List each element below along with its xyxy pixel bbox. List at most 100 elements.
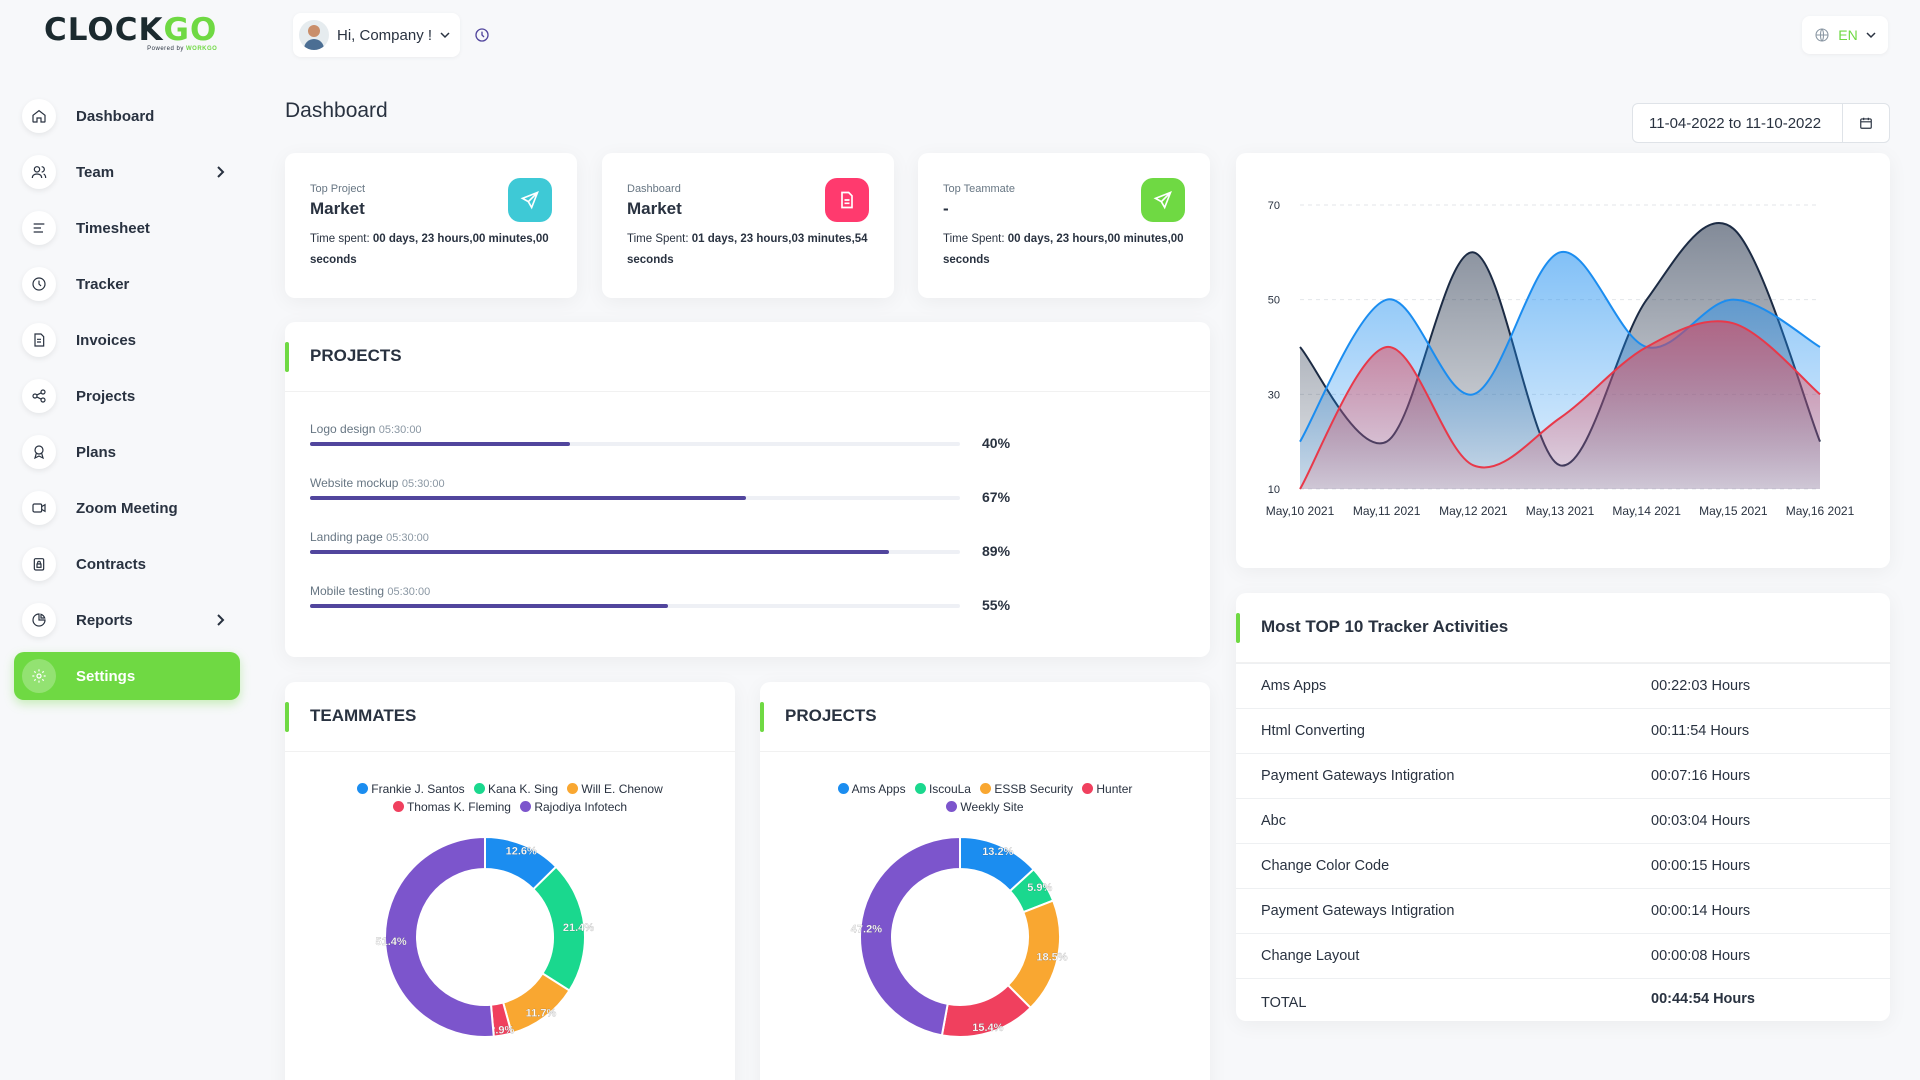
sidebar-item-timesheet[interactable]: Timesheet	[14, 204, 240, 252]
sidebar-item-zoom-meeting[interactable]: Zoom Meeting	[14, 484, 240, 532]
teammates-chart-card: TEAMMATES Frankie J. Santos Kana K. Sing…	[285, 682, 735, 1080]
legend-item[interactable]: Weekly Site	[946, 798, 1024, 816]
progress-track	[310, 604, 960, 608]
page-title: Dashboard	[285, 99, 388, 122]
legend-item[interactable]: Hunter	[1082, 780, 1132, 798]
globe-icon	[1815, 28, 1829, 42]
card-title: TEAMMATES	[310, 706, 417, 725]
legend-item[interactable]: Kana K. Sing	[473, 780, 558, 798]
card-header: PROJECTS	[760, 682, 1210, 752]
slice-label: 12.6%	[506, 845, 537, 857]
progress-percent: 67%	[982, 489, 1011, 505]
card-header: PROJECTS	[285, 322, 1210, 392]
projects-donut-chart: 13.2% 5.9% 18.5% 15.4% 47.2%	[851, 835, 1068, 1038]
brand-logo[interactable]: CLOCKGO Powered by WORKGO	[44, 12, 217, 52]
sidebar-item-label: Reports	[76, 611, 133, 629]
stat-value: Market	[310, 199, 365, 218]
slice-label: 15.4%	[972, 1022, 1003, 1034]
file-icon	[825, 178, 869, 222]
sidebar-item-dashboard[interactable]: Dashboard	[14, 92, 240, 140]
slice-label: 21.4%	[563, 922, 594, 934]
date-range-input[interactable]: 11-04-2022 to 11-10-2022	[1649, 114, 1822, 132]
sidebar-item-tracker[interactable]: Tracker	[14, 260, 240, 308]
chevron-right-icon[interactable]	[216, 613, 226, 627]
x-tick-label: May,12 2021	[1439, 504, 1508, 518]
x-tick-label: May,16 2021	[1786, 504, 1855, 518]
logo-wordmark: CLOCKGO	[44, 12, 218, 48]
progress-fill	[310, 604, 668, 608]
legend-item[interactable]: ESSB Security	[980, 780, 1073, 798]
x-tick-label: May,14 2021	[1612, 504, 1681, 518]
projects-progress-card: PROJECTS Logo design 05:30:00 40% Websit…	[285, 322, 1210, 657]
sidebar-item-plans[interactable]: Plans	[14, 428, 240, 476]
table-row: Change Layout 00:00:08 Hours	[1236, 933, 1891, 978]
x-tick-label: May,11 2021	[1353, 504, 1421, 518]
sidebar-item-invoices[interactable]: Invoices	[14, 316, 240, 364]
users-icon	[22, 155, 56, 189]
project-name: Mobile testing 05:30:00	[310, 584, 431, 598]
header-accent-bar	[1236, 613, 1240, 643]
sidebar-item-label: Invoices	[76, 331, 137, 349]
y-tick-label: 10	[1268, 484, 1280, 496]
sidebar-item-contracts[interactable]: Contracts	[14, 540, 240, 588]
progress-percent: 40%	[982, 435, 1011, 451]
sidebar-item-projects[interactable]: Projects	[14, 372, 240, 420]
project-progress-row: Landing page 05:30:00 89%	[310, 530, 1010, 559]
legend-item[interactable]: Ams Apps	[837, 780, 906, 798]
clock-icon[interactable]	[474, 27, 490, 43]
sidebar-item-label: Team	[76, 163, 115, 181]
progress-fill	[310, 550, 889, 554]
x-tick-label: May,10 2021	[1266, 504, 1335, 518]
project-progress-row: Website mockup 05:30:00 67%	[310, 476, 1010, 505]
gear-icon	[22, 659, 56, 693]
progress-percent: 55%	[982, 597, 1011, 613]
slice-label: 47.2%	[851, 923, 882, 935]
area-chart: 10 30 50 70 May,10 2021 May,11 2021 May,12 202…	[1266, 200, 1855, 518]
align-left-icon	[22, 211, 56, 245]
user-menu[interactable]: Hi, Company !	[293, 13, 461, 57]
avatar	[299, 20, 329, 50]
progress-fill	[310, 442, 570, 446]
table-row: Abc 00:03:04 Hours	[1236, 798, 1891, 843]
sidebar: CLOCKGO Powered by WORKGO Dashboard Team…	[0, 0, 270, 1080]
stat-description: Time Spent: 00 days, 23 hours,00 minutes…	[943, 233, 1184, 266]
sidebar-item-team[interactable]: Team	[14, 148, 240, 196]
stat-label: Top Project	[310, 183, 366, 195]
project-progress-row: Logo design 05:30:00 40%	[310, 422, 1010, 451]
date-range-picker[interactable]: 11-04-2022 to 11-10-2022	[1632, 103, 1890, 143]
y-tick-label: 50	[1268, 295, 1280, 307]
calendar-button[interactable]	[1842, 104, 1889, 142]
send-icon	[1141, 178, 1185, 222]
legend-item[interactable]: Will E. Chenow	[567, 780, 663, 798]
legend-item[interactable]: Rajodiya Infotech	[520, 798, 627, 816]
projects-chart-card: PROJECTS Ams Apps IscouLa ESSB Security …	[760, 682, 1210, 1080]
pie-icon	[22, 603, 56, 637]
card-header: Most TOP 10 Tracker Activities	[1236, 593, 1890, 663]
progress-track	[310, 550, 960, 554]
sidebar-item-label: Zoom Meeting	[76, 499, 178, 517]
table-row: Payment Gateways Intigration 00:07:16 Hou…	[1236, 753, 1891, 798]
slice-label: 51.4%	[375, 936, 406, 948]
progress-percent: 89%	[982, 543, 1011, 559]
card-title: PROJECTS	[785, 706, 877, 725]
header-accent-bar	[285, 702, 289, 732]
chevron-right-icon[interactable]	[216, 165, 226, 179]
sidebar-item-settings[interactable]: Settings	[14, 652, 240, 700]
slice-label: 2.9%	[489, 1024, 514, 1036]
share-icon	[22, 379, 56, 413]
logo-tagline: Powered by WORKGO	[147, 46, 218, 52]
chevron-down-icon	[440, 32, 450, 39]
sidebar-item-label: Projects	[76, 387, 136, 405]
y-tick-label: 70	[1268, 200, 1280, 212]
language-selector[interactable]: EN	[1802, 16, 1888, 54]
legend-item[interactable]: Thomas K. Fleming	[392, 798, 511, 816]
card-header: TEAMMATES	[285, 682, 735, 752]
legend-item[interactable]: Frankie J. Santos	[357, 780, 465, 798]
chevron-down-icon	[1866, 32, 1876, 39]
series-area	[1300, 321, 1820, 489]
legend-item[interactable]: IscouLa	[914, 780, 971, 798]
stat-card-top-teammate: Top Teammate - Time Spent: 00 days, 23 h…	[918, 153, 1210, 298]
header-accent-bar	[285, 342, 289, 372]
tracker-activities-card: Most TOP 10 Tracker Activities Ams Apps 0…	[1236, 593, 1891, 1021]
sidebar-item-reports[interactable]: Reports	[14, 596, 240, 644]
